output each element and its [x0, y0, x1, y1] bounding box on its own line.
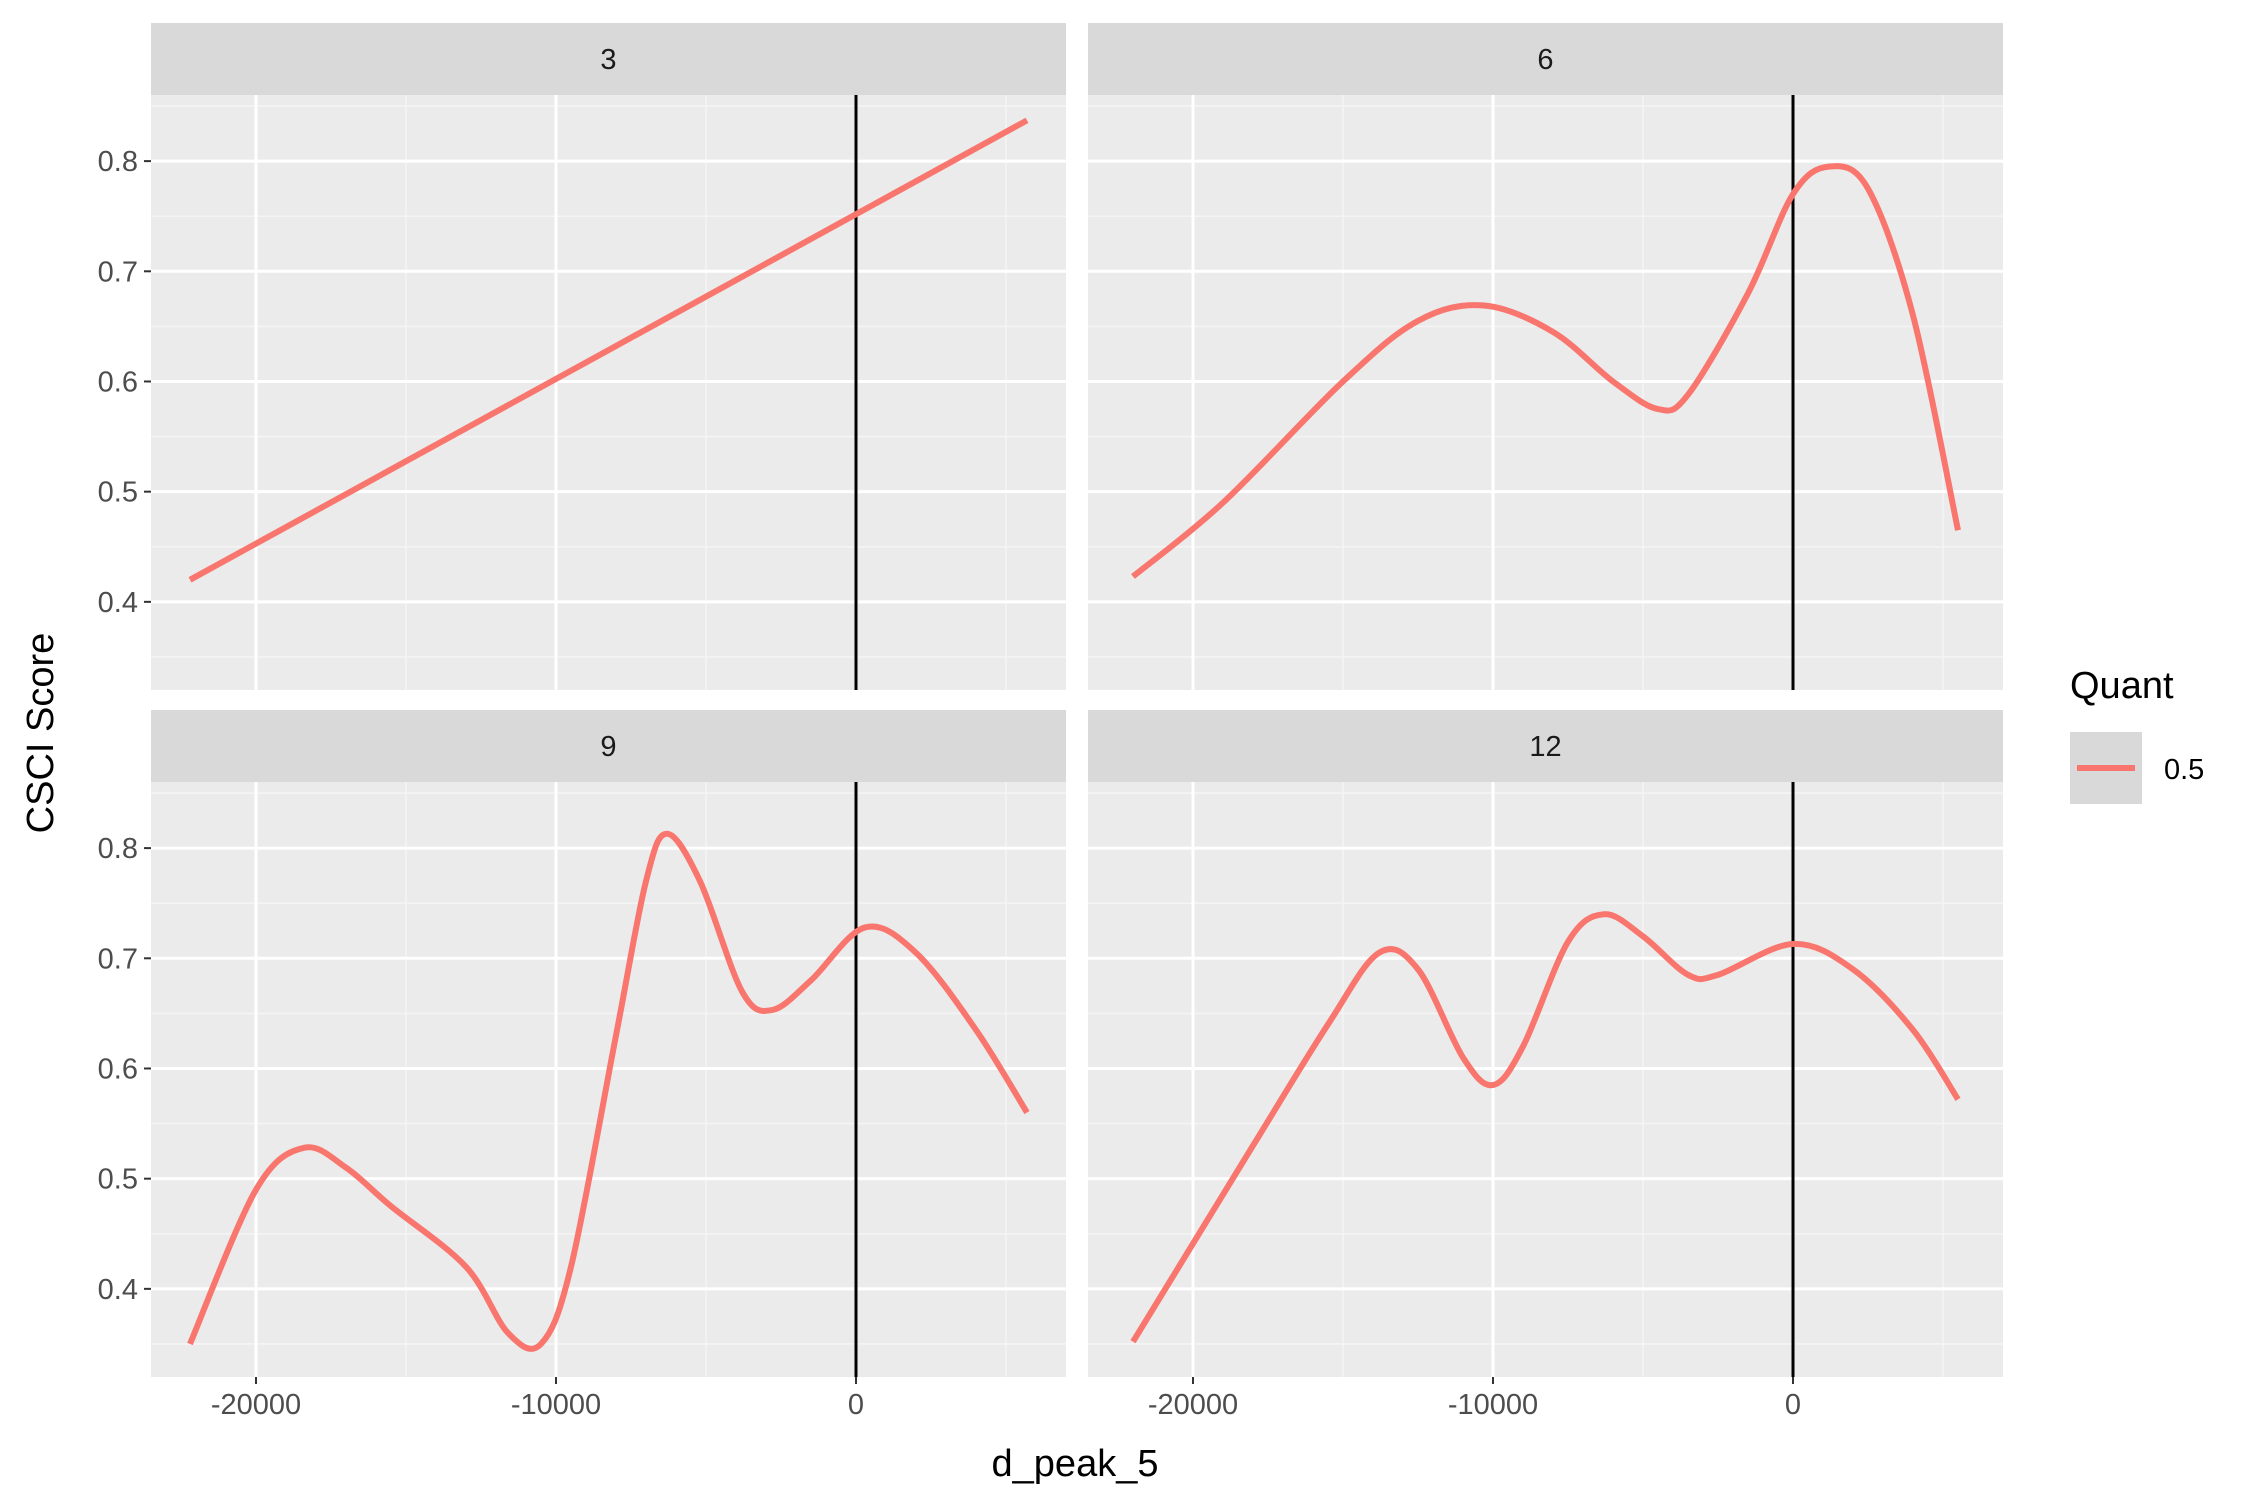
x-tick-label: -20000 [211, 1389, 301, 1421]
facet-strip [151, 23, 1066, 95]
panel-background [151, 95, 1066, 690]
x-axis-title: d_peak_5 [992, 1443, 1159, 1485]
x-tick-label: 0 [848, 1389, 864, 1421]
series-line [187, 830, 1030, 1352]
y-tick-label: 0.6 [98, 366, 138, 398]
facet-strip [1088, 710, 2003, 782]
x-tick-label: -20000 [1148, 1389, 1238, 1421]
facet-strip-label: 12 [1529, 731, 1561, 763]
facet-strip-label: 9 [600, 731, 616, 763]
x-tick-label: 0 [1785, 1389, 1801, 1421]
legend-title: Quant [2070, 665, 2174, 707]
panel-background [1088, 95, 2003, 690]
y-tick-label: 0.4 [98, 1274, 138, 1306]
y-tick-label: 0.6 [98, 1053, 138, 1085]
y-tick-label: 0.4 [98, 587, 138, 619]
facet-panel-6: 6 [1088, 23, 2003, 690]
y-tick-label: 0.5 [98, 1164, 138, 1196]
x-tick-label: -10000 [1448, 1389, 1538, 1421]
facet-strip [151, 710, 1066, 782]
legend-label: 0.5 [2164, 754, 2204, 786]
facet-panel-9: 9 0.4 0.5 0.6 0.7 0.8 -20000 -10000 0 [98, 710, 1066, 1421]
facet-panel-3: 3 0.4 0.5 0.6 0.7 0.8 [98, 23, 1066, 690]
y-tick-label: 0.8 [98, 833, 138, 865]
series-line [1131, 163, 1961, 579]
x-tick-label: -10000 [511, 1389, 601, 1421]
facet-strip [1088, 23, 2003, 95]
panel-background [1088, 782, 2003, 1377]
y-axis-title: CSCI Score [20, 633, 62, 834]
y-tick-label: 0.7 [98, 256, 138, 288]
series-line [188, 117, 1029, 583]
series-line [1130, 911, 1961, 1344]
facet-panel-12: 12 -20000 -10000 0 [1088, 710, 2003, 1421]
y-tick-label: 0.7 [98, 943, 138, 975]
y-tick-label: 0.5 [98, 477, 138, 509]
y-tick-label: 0.8 [98, 146, 138, 178]
facet-strip-label: 6 [1537, 44, 1553, 76]
facet-strip-label: 3 [600, 44, 616, 76]
